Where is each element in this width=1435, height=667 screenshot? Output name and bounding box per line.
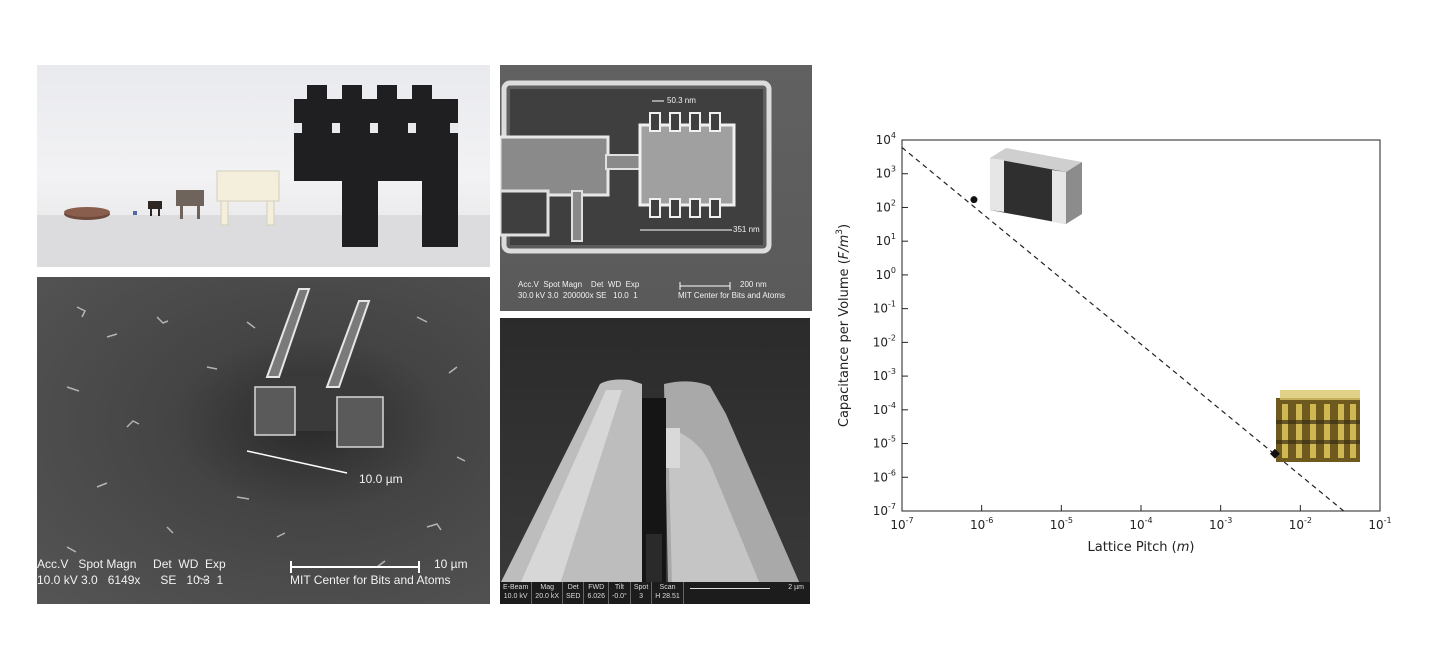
y-tick-label: 10-5 [873, 435, 896, 451]
x-tick-label: 10-5 [1050, 516, 1073, 532]
micro-lattice-structure [251, 288, 384, 448]
y-tick-label: 10-4 [873, 401, 896, 417]
y-tick-label: 104 [876, 131, 896, 147]
sem-credit: MIT Center for Bits and Atoms [678, 291, 786, 300]
y-tick-label: 10-1 [873, 300, 896, 316]
y-tick-label: 10-7 [873, 502, 896, 518]
tiny-lattice [133, 211, 137, 215]
lattice-photo-illustration [37, 85, 490, 267]
info-cell-ebeam: E-Beam 10.0 kV [500, 582, 533, 604]
info-cell-fwd: FWD 6.026 [584, 582, 609, 604]
white-lattice [216, 170, 280, 226]
sem-info-bar: E-Beam 10.0 kV Mag 20.0 kX Det SED FWD 6.026… [500, 582, 810, 604]
y-tick-label: 102 [876, 198, 896, 214]
data-points [970, 196, 1280, 459]
info-cell-scale: 2 µm [684, 582, 810, 604]
y-axis-label: Capacitance per Volume (F/m3) [835, 224, 852, 427]
large-black-lattice [294, 85, 458, 247]
sem-gripper-illustration [500, 379, 800, 584]
data-point [970, 196, 978, 204]
scale-bar-label: 10 µm [434, 557, 468, 571]
sem-info-line1: Acc.V Spot Magn Det WD Exp [37, 557, 226, 571]
x-axis-label: Lattice Pitch (m) [1088, 540, 1195, 555]
sem-info-line1: Acc.V Spot Magn Det WD Exp [518, 280, 640, 289]
capacitance-chart: 10-7 10-6 10-5 10-4 10-3 10-2 10-1 104 103 102 10… [830, 120, 1400, 560]
y-tick-label: 103 [876, 165, 896, 181]
dimension-label-10um: 10.0 µm [359, 472, 403, 486]
sem-tweezer-gripper: E-Beam 10.0 kV Mag 20.0 kX Det SED FWD 6.026… [500, 318, 810, 604]
y-tick-label: 10-3 [873, 367, 896, 383]
sem-info-line2: 10.0 kV 3.0 6149x SE 10.3 1 [37, 573, 224, 587]
dimension-label-351nm: 351 nm [733, 225, 760, 234]
sem-credit: MIT Center for Bits and Atoms [290, 573, 451, 587]
x-tick-label: 10-3 [1209, 516, 1232, 532]
sem-info-line2: 30.0 kV 3.0 200000x SE 10.0 1 [518, 291, 638, 300]
info-cell-tilt: Tilt -0.0° [609, 582, 631, 604]
x-tick-label: 10-6 [970, 516, 993, 532]
y-tick-label: 100 [876, 266, 896, 282]
chart-svg: 10-7 10-6 10-5 10-4 10-3 10-2 10-1 10410310210… [835, 131, 1392, 555]
info-cell-det: Det SED [563, 582, 585, 604]
x-tick-label: 10-7 [890, 516, 913, 532]
dimension-label-50nm: 50.3 nm [667, 96, 696, 105]
x-tick-label: 10-2 [1289, 516, 1312, 532]
sem-microscale-lattice: 10.0 µm 10 µm Acc.V Spot Magn Det WD Exp… [37, 277, 490, 604]
scale-bar-label: 200 nm [740, 280, 767, 289]
x-tick-label: 10-1 [1368, 516, 1391, 532]
lattice-size-comparison-photo [37, 65, 490, 267]
y-tick-label: 10-6 [873, 468, 896, 484]
sem-nanoscale-capacitor: 50.3 nm 351 nm 200 nm Acc.V Spot Magn De… [500, 65, 812, 311]
y-tick-label: 101 [876, 232, 896, 248]
sem-microscale-illustration [66, 288, 466, 582]
info-cell-scan: Scan H 28.51 [652, 582, 684, 604]
y-axis-ticks: 104 103 102 101 100 10-1 10-2 10-3 10-4 10-5 10-6 1… [873, 131, 908, 518]
info-cell-mag: Mag 20.0 kX [532, 582, 564, 604]
medium-lattice [176, 190, 204, 219]
scale-bar-label: 2 µm [788, 584, 804, 591]
x-tick-label: 10-4 [1129, 516, 1152, 532]
info-cell-spot: Spot 3 [631, 582, 653, 604]
x-axis-ticks: 10-7 10-6 10-5 10-4 10-3 10-2 10-1 [890, 505, 1392, 532]
data-point [1269, 448, 1280, 459]
lattice-icon [1276, 390, 1360, 462]
capacitor-icon [990, 148, 1082, 224]
sem-nanoscale-illustration [500, 80, 772, 290]
y-tick-label: 10-2 [873, 333, 896, 349]
small-dark-lattice [148, 201, 162, 216]
